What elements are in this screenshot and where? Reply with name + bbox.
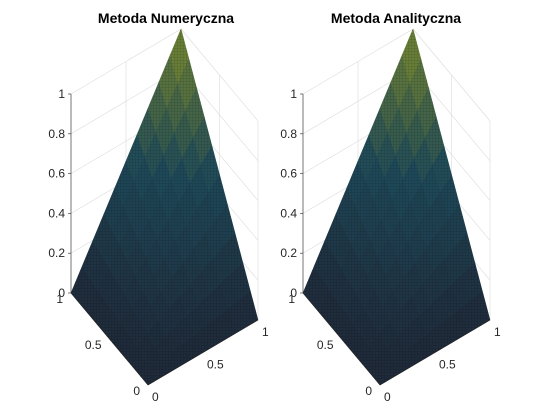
surface	[302, 28, 491, 386]
surface-mesh	[71, 29, 258, 385]
z-tick-label: 1	[290, 87, 297, 101]
x-tick-label: 1	[494, 325, 501, 339]
z-tick-label: 0.6	[280, 167, 297, 181]
y-axis-line	[70, 292, 149, 386]
y-tick-label: 0.5	[85, 338, 102, 352]
y-tick-label: 1	[288, 292, 295, 306]
z-tick-label: 0.8	[280, 127, 297, 141]
z-tick-label: 1	[58, 87, 65, 101]
y-tick-label: 0	[133, 384, 140, 398]
z-tick-label: 0	[58, 286, 65, 300]
z-tick-label: 0.4	[280, 206, 297, 220]
x-tick-label: 1	[262, 325, 269, 339]
z-tick-label: 0.4	[48, 206, 65, 220]
x-axis-line	[379, 319, 491, 386]
subplot-analytic: Metoda Analityczna 00.20.40.60.8100.5100…	[280, 10, 501, 404]
subplot-title: Metoda Analityczna	[331, 10, 461, 26]
x-tick-label: 0	[152, 390, 159, 404]
y-tick-label: 0.5	[317, 338, 334, 352]
z-tick-label: 0.6	[48, 167, 65, 181]
x-tick-label: 0	[384, 390, 391, 404]
y-axis-line	[302, 292, 381, 386]
y-tick-label: 0	[365, 384, 372, 398]
x-tick-label: 0.5	[439, 358, 456, 372]
y-tick-label: 1	[56, 292, 63, 306]
subplot-numeric: Metoda Numeryczna 00.20.40.60.8100.5100.…	[48, 10, 269, 404]
surface-mesh	[303, 29, 490, 385]
z-tick-label: 0.2	[280, 246, 297, 260]
z-tick-label: 0.2	[48, 246, 65, 260]
z-tick-label: 0	[290, 286, 297, 300]
x-axis-line	[147, 319, 259, 386]
surface	[70, 28, 259, 386]
subplot-title: Metoda Numeryczna	[98, 10, 234, 26]
x-tick-label: 0.5	[207, 358, 224, 372]
z-tick-label: 0.8	[48, 127, 65, 141]
